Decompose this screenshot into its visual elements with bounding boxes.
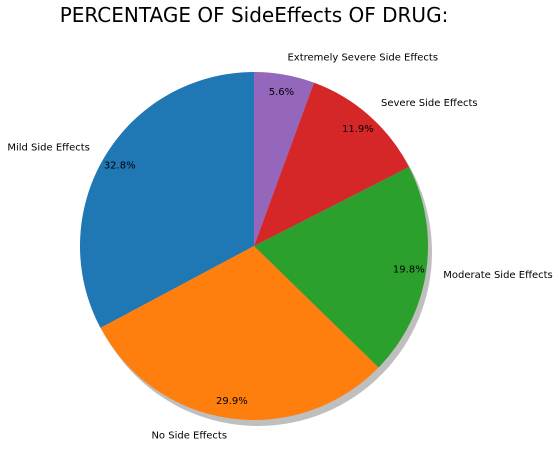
slice-label-mild-side-effects: Mild Side Effects <box>7 143 90 154</box>
pie-labels: Mild Side Effects 32.8% No Side Effects 29.… <box>7 53 552 442</box>
pct-label-extremely-severe-side-effects: 5.6% <box>269 87 294 98</box>
pie-slices <box>79 72 428 421</box>
slice-label-moderate-side-effects: Moderate Side Effects <box>443 270 553 281</box>
slice-label-no-side-effects: No Side Effects <box>151 430 227 441</box>
pct-label-severe-side-effects: 11.9% <box>342 124 374 135</box>
slice-label-severe-side-effects: Severe Side Effects <box>381 98 478 109</box>
pie-slice-extremely-severe-side-effects <box>254 72 314 246</box>
pct-label-no-side-effects: 29.9% <box>216 396 248 407</box>
pie-slice-severe-side-effects <box>254 82 410 246</box>
pie-slice-mild-side-effects <box>79 72 255 328</box>
slice-label-extremely-severe-side-effects: Extremely Severe Side Effects <box>287 53 438 64</box>
pct-label-mild-side-effects: 32.8% <box>104 160 136 171</box>
pie-slice-moderate-side-effects <box>254 167 428 368</box>
pct-label-moderate-side-effects: 19.8% <box>393 265 425 276</box>
pie-slice-no-side-effects <box>100 246 379 421</box>
chart-title: PERCENTAGE OF SideEffects OF DRUG: <box>60 3 449 27</box>
